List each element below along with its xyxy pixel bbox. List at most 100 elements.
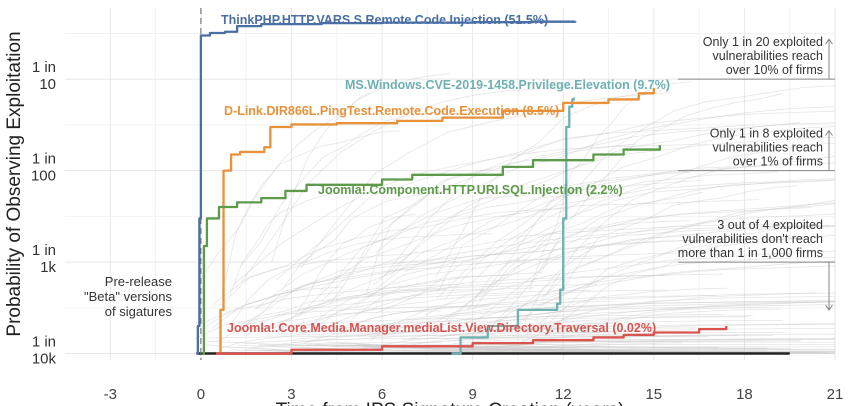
background-line bbox=[436, 202, 836, 328]
background-line bbox=[477, 265, 836, 335]
background-line bbox=[513, 340, 801, 349]
series-label-2: MS.Windows.CVE-2019-1458.Privilege.Eleva… bbox=[345, 78, 670, 92]
background-line bbox=[383, 110, 836, 277]
background-line bbox=[540, 93, 783, 273]
background-line bbox=[405, 346, 694, 353]
series-line-4 bbox=[202, 145, 662, 355]
background-line bbox=[495, 142, 836, 287]
background-line bbox=[535, 236, 804, 307]
background-line bbox=[239, 110, 448, 268]
background-line bbox=[493, 191, 703, 324]
background-line bbox=[469, 179, 836, 286]
background-line bbox=[424, 250, 836, 316]
threshold-note-3: 3 out of 4 exploited vulnerabilities don'… bbox=[678, 218, 823, 260]
y-tick-label: 1 in 10k bbox=[32, 334, 57, 368]
background-line bbox=[268, 288, 484, 326]
background-line bbox=[332, 346, 564, 350]
background-line bbox=[375, 106, 836, 254]
highlighted-series: ThinkPHP.HTTP.VARS.S.Remote.Code.Injecti… bbox=[196, 13, 728, 355]
background-line bbox=[373, 122, 800, 286]
background-line bbox=[370, 296, 517, 341]
background-line bbox=[460, 348, 835, 351]
background-line bbox=[255, 238, 797, 310]
background-line bbox=[553, 342, 682, 351]
background-line bbox=[221, 332, 376, 349]
background-line bbox=[241, 86, 574, 283]
background-line bbox=[376, 301, 836, 334]
background-line bbox=[541, 340, 835, 343]
background-line bbox=[303, 251, 723, 328]
y-axis-ticks: 1 in 10 1 in 100 1 in 1k 1 in 10k bbox=[31, 59, 57, 367]
background-line bbox=[275, 124, 755, 281]
background-line bbox=[243, 337, 482, 344]
background-line bbox=[198, 130, 401, 281]
background-line bbox=[374, 333, 836, 348]
background-line bbox=[445, 171, 777, 299]
background-line bbox=[428, 289, 669, 327]
background-line bbox=[472, 178, 836, 310]
background-line bbox=[372, 301, 836, 328]
threshold-arrowhead-3 bbox=[825, 304, 833, 311]
background-line bbox=[278, 316, 749, 335]
background-line bbox=[372, 300, 836, 333]
background-line bbox=[338, 342, 719, 348]
background-line bbox=[303, 320, 457, 344]
background-line bbox=[299, 193, 612, 316]
background-line bbox=[534, 348, 836, 353]
y-tick-label: 1 in 100 bbox=[31, 151, 56, 185]
background-line bbox=[320, 199, 760, 291]
background-line bbox=[242, 310, 443, 337]
x-tick-label: 0 bbox=[197, 386, 205, 403]
threshold-annotations: Only 1 in 20 exploited vulnerabilities re… bbox=[678, 35, 835, 311]
background-line bbox=[477, 213, 836, 321]
series-label-5: Joomla!.Core.Media.Manager.mediaList.Vie… bbox=[227, 321, 656, 335]
series-label-4: Joomla!.Component.HTTP.URI.SQL.Injection… bbox=[318, 183, 623, 197]
background-line bbox=[233, 289, 592, 328]
background-line bbox=[273, 274, 666, 317]
background-line bbox=[440, 323, 836, 337]
background-line bbox=[366, 168, 492, 295]
background-line bbox=[207, 334, 659, 339]
background-line bbox=[529, 88, 667, 291]
x-tick-label: 6 bbox=[378, 386, 386, 403]
y-tick-label: 1 in 1k bbox=[32, 242, 57, 276]
background-line bbox=[376, 179, 836, 290]
background-line bbox=[549, 225, 836, 323]
background-line bbox=[534, 344, 768, 349]
x-tick-label: 9 bbox=[468, 386, 476, 403]
background-line bbox=[434, 81, 692, 278]
background-line bbox=[247, 239, 711, 305]
background-line bbox=[544, 156, 836, 297]
background-line bbox=[476, 301, 836, 339]
background-line bbox=[381, 349, 836, 352]
background-line bbox=[412, 346, 835, 348]
background-line bbox=[323, 293, 523, 329]
background-line bbox=[211, 208, 571, 306]
series-line-5 bbox=[215, 326, 728, 355]
background-line bbox=[221, 92, 372, 293]
background-line bbox=[408, 306, 769, 340]
background-line bbox=[362, 346, 743, 352]
x-tick-label: 18 bbox=[736, 386, 753, 403]
background-line bbox=[466, 220, 690, 312]
background-line bbox=[229, 190, 359, 297]
prerelease-note: Pre-release "Beta" versions of sigatures bbox=[84, 274, 172, 319]
series-line-1 bbox=[196, 20, 577, 355]
background-line bbox=[217, 288, 446, 342]
background-line bbox=[402, 336, 709, 340]
background-line bbox=[542, 203, 836, 298]
background-line bbox=[249, 342, 443, 349]
background-line bbox=[235, 143, 708, 284]
background-line bbox=[212, 284, 458, 329]
background-line bbox=[553, 308, 781, 334]
background-line bbox=[405, 162, 836, 273]
series-label-1: ThinkPHP.HTTP.VARS.S.Remote.Code.Injecti… bbox=[221, 13, 548, 27]
background-line bbox=[223, 233, 493, 303]
background-line bbox=[537, 292, 816, 334]
background-line bbox=[369, 304, 836, 338]
series-label-3: D-Link.DIR866L.PingTest.Remote.Code.Exec… bbox=[224, 104, 559, 118]
y-axis-label: Probability of Observing Exploitation bbox=[4, 31, 25, 336]
background-line bbox=[282, 328, 598, 344]
background-line bbox=[194, 305, 490, 339]
x-tick-label: 15 bbox=[645, 386, 662, 403]
